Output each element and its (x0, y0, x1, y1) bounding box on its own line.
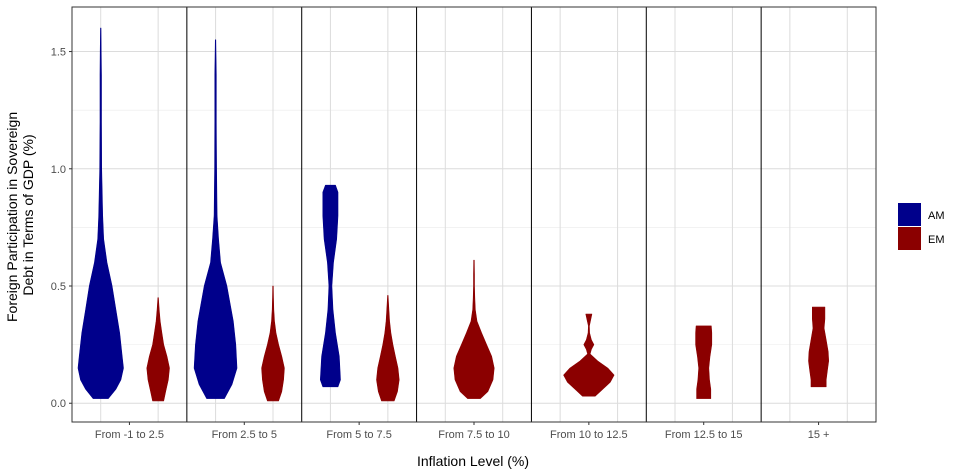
violin-am (77, 27, 124, 399)
y-tick-label: 0.5 (51, 281, 66, 293)
violin-am (193, 39, 238, 399)
y-axis-ticks: 0.0 0.5 1.0 1.5 (51, 47, 72, 410)
violin-em (261, 285, 285, 402)
legend-key-am (898, 203, 921, 226)
x-tick-label: From 2.5 to 5 (212, 429, 277, 441)
violin-em (376, 295, 400, 402)
violin-em (146, 297, 170, 402)
x-tick-label: From -1 to 2.5 (95, 429, 164, 441)
category-separators (186, 7, 762, 422)
violin-em (453, 259, 495, 399)
violin-em (808, 306, 830, 388)
y-tick-label: 1.5 (51, 47, 66, 59)
x-tick-label: From 7.5 to 10 (438, 429, 510, 441)
x-tick-label: From 5 to 7.5 (326, 429, 391, 441)
violin-em (563, 313, 615, 397)
x-tick-label: From 10 to 12.5 (550, 429, 628, 441)
violin-am (319, 184, 341, 388)
legend-label-em: EM (928, 234, 945, 246)
legend-key-em (898, 227, 921, 250)
y-axis-title-line-2: Debt in Terms of GDP (%) (20, 134, 36, 295)
violin-layer (77, 27, 830, 402)
legend-label-am: AM (928, 210, 945, 222)
y-tick-label: 1.0 (51, 164, 66, 176)
x-axis-ticks: From -1 to 2.5 From 2.5 to 5 From 5 to 7.5… (95, 422, 830, 441)
legend: AM EM (898, 203, 945, 250)
y-axis-title: Foreign Participation in Sovereign Debt … (4, 108, 36, 322)
x-tick-label: From 12.5 to 15 (665, 429, 743, 441)
x-axis-title: Inflation Level (%) (417, 453, 529, 469)
x-tick-label: 15 + (808, 429, 830, 441)
y-tick-label: 0.0 (51, 398, 66, 410)
violin-em (695, 325, 713, 399)
y-axis-title-line-1: Foreign Participation in Sovereign (4, 112, 20, 322)
